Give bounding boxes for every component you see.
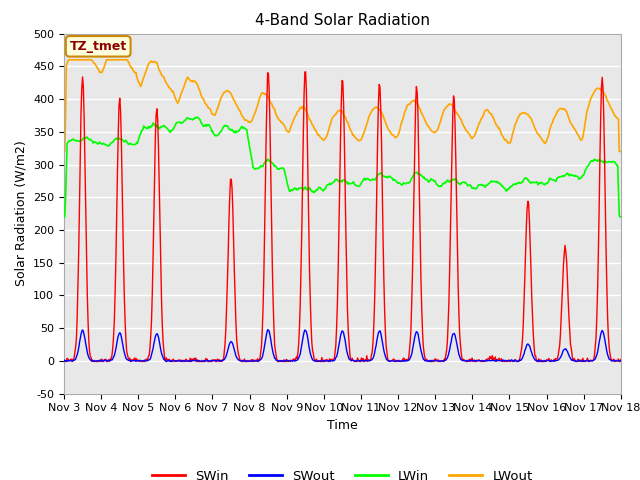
Text: TZ_tmet: TZ_tmet xyxy=(70,40,127,53)
Y-axis label: Solar Radiation (W/m2): Solar Radiation (W/m2) xyxy=(15,141,28,287)
Legend: SWin, SWout, LWin, LWout: SWin, SWout, LWin, LWout xyxy=(147,464,538,480)
X-axis label: Time: Time xyxy=(327,419,358,432)
Title: 4-Band Solar Radiation: 4-Band Solar Radiation xyxy=(255,13,430,28)
